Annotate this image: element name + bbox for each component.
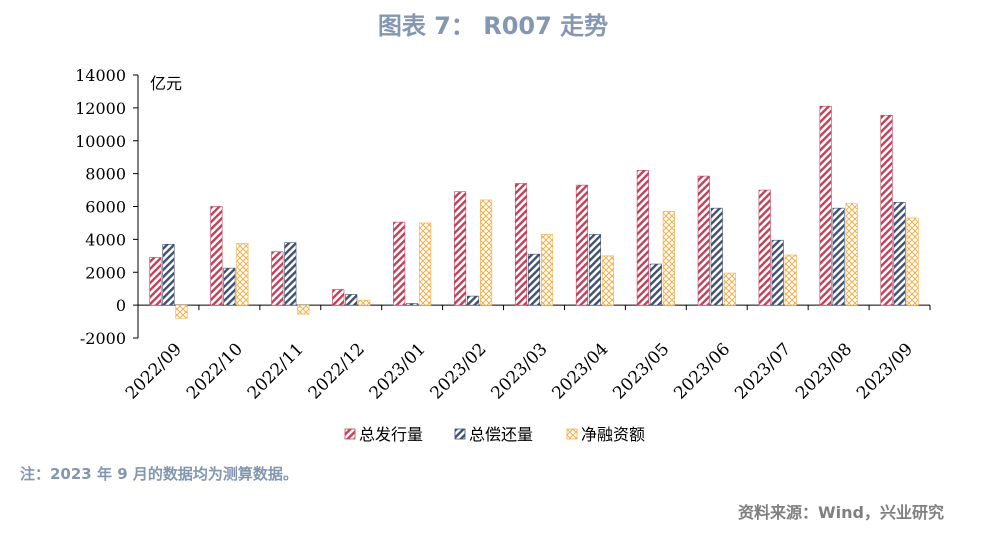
y-tick-label: 12000 (75, 99, 126, 118)
legend-swatch-series1 (344, 428, 356, 440)
bar-series3 (297, 304, 310, 315)
x-tick-label: 2022/09 (122, 339, 186, 403)
legend: 总发行量 总偿还量 净融资额 (344, 425, 645, 444)
bar-series2 (284, 242, 297, 306)
y-tick-label: 10000 (75, 132, 126, 151)
x-tick-label: 2023/01 (366, 339, 430, 403)
y-tick-label: 4000 (85, 230, 126, 249)
bar-series3 (419, 222, 432, 306)
bar-series3 (358, 299, 371, 306)
y-tick-label: 6000 (85, 198, 126, 217)
bar-series2 (649, 263, 662, 306)
bar-series1 (271, 251, 284, 306)
bar-series1 (149, 257, 162, 306)
x-tick-label: 2022/12 (305, 339, 369, 403)
x-tick-label: 2023/07 (731, 339, 795, 403)
x-tick-label: 2023/09 (853, 339, 917, 403)
bar-series3 (480, 199, 493, 306)
x-tick-label: 2023/06 (670, 339, 734, 403)
bar-series2 (527, 253, 541, 306)
bar-series3 (723, 272, 736, 306)
bar-series2 (893, 202, 906, 306)
bar-series2 (345, 294, 358, 306)
bar-series1 (880, 114, 893, 306)
bar-series1 (819, 105, 832, 306)
x-tick-label: 2023/05 (609, 339, 673, 403)
bar-series1 (210, 206, 223, 306)
bar-series2 (162, 244, 175, 306)
y-tick-label: 14000 (75, 66, 126, 85)
x-tick-label: 2022/10 (183, 339, 247, 403)
bar-series3 (784, 254, 797, 306)
legend-label-series2: 总偿还量 (469, 425, 533, 444)
legend-label-series1: 总发行量 (359, 425, 423, 444)
bar-series3 (845, 202, 858, 306)
bar-series3 (236, 243, 249, 306)
bar-series1 (697, 175, 710, 306)
bar-series2 (588, 234, 601, 306)
legend-swatch-series3 (566, 428, 578, 440)
legend-swatch-series2 (454, 428, 466, 440)
source-label: 资料来源：Wind，兴业研究 (738, 503, 944, 522)
bar-series1 (636, 170, 649, 306)
bar-series2 (406, 303, 419, 306)
x-tick-label: 2022/11 (244, 339, 308, 403)
x-tick-label: 2023/04 (548, 339, 612, 403)
legend-label-series3: 净融资额 (581, 425, 645, 444)
x-tick-label: 2023/02 (427, 339, 491, 403)
bar-series1 (454, 191, 467, 306)
bar-series2 (771, 239, 784, 306)
bar-series3 (175, 304, 188, 319)
bar-series3 (662, 211, 675, 306)
bar-series2 (223, 267, 236, 306)
bar-series1 (575, 184, 588, 306)
x-tick-label: 2023/08 (792, 339, 856, 403)
bar-series3 (906, 217, 919, 306)
bar-series2 (467, 295, 480, 306)
y-tick-label: 0 (116, 296, 126, 315)
bar-series3 (540, 234, 554, 306)
unit-label: 亿元 (150, 74, 182, 93)
y-tick-label: -2000 (80, 329, 126, 348)
y-tick-label: 2000 (85, 263, 126, 282)
bar-series2 (832, 207, 845, 306)
bar-series1 (332, 289, 345, 306)
page-title: 图表 7： R007 走势 (377, 12, 609, 40)
bar-series1 (758, 189, 771, 306)
bar-series1 (393, 221, 406, 306)
bar-series1 (514, 183, 528, 306)
footnote: 注：2023 年 9 月的数据均为测算数据。 (20, 465, 298, 483)
bar-series2 (710, 207, 723, 306)
x-tick-label: 2023/03 (487, 339, 551, 403)
bar-series3 (601, 255, 614, 306)
y-tick-label: 8000 (85, 165, 126, 184)
